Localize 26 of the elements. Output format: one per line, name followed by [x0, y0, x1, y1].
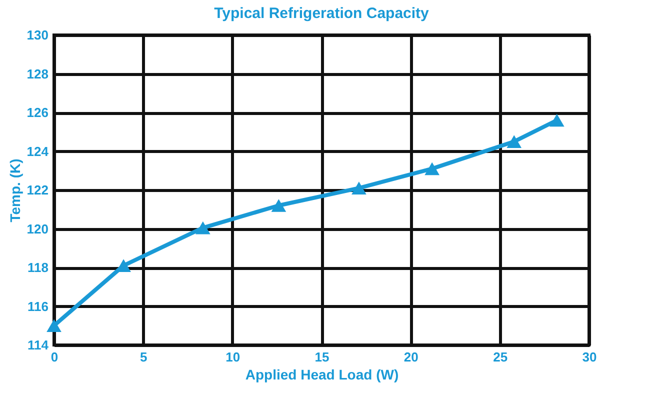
- x-tick-label: 30: [582, 350, 597, 364]
- y-tick-label: 120: [26, 221, 48, 236]
- y-tick-label: 122: [26, 182, 48, 198]
- point: [549, 114, 564, 127]
- x-axis-title: Applied Head Load (W): [245, 366, 399, 382]
- y-axis-title: Temp. (K): [6, 158, 23, 222]
- y-tick-label: 130: [26, 28, 48, 42]
- y-tick-label: 114: [28, 338, 50, 352]
- point: [424, 162, 440, 176]
- point: [46, 319, 62, 332]
- x-tick-label: 0: [50, 350, 58, 364]
- x-tick-label: 10: [226, 350, 240, 364]
- y-tick-label: 128: [26, 66, 48, 82]
- y-tick-label: 116: [28, 298, 48, 314]
- point: [195, 221, 210, 234]
- x-tick-label: 5: [140, 350, 148, 364]
- point: [352, 182, 366, 194]
- point: [506, 135, 522, 148]
- x-tick-label: 20: [404, 350, 418, 364]
- y-tick-label: 124: [26, 144, 50, 159]
- chart-title: Typical Refrigeration Capacity: [214, 5, 430, 22]
- x-tick-label: 25: [493, 350, 508, 364]
- y-tick-label: 118: [28, 260, 48, 275]
- x-tick-label: 15: [314, 350, 330, 364]
- y-tick-label: 126: [26, 105, 48, 120]
- point: [271, 199, 286, 212]
